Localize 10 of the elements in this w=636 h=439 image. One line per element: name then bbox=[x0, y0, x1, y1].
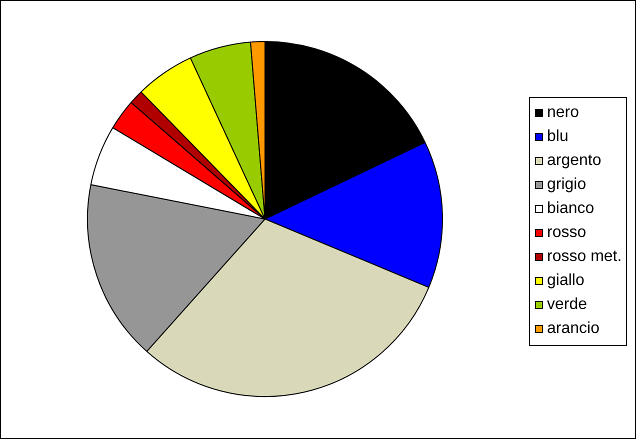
legend-label: grigio bbox=[547, 176, 586, 194]
legend-label: giallo bbox=[547, 272, 584, 290]
legend-label: rosso met. bbox=[547, 248, 622, 266]
legend-label: verde bbox=[547, 296, 588, 314]
legend-label: arancio bbox=[547, 320, 600, 338]
legend-label: nero bbox=[547, 104, 580, 122]
legend-label: rosso bbox=[547, 224, 586, 242]
legend-label: argento bbox=[547, 152, 602, 170]
legend-label: blu bbox=[547, 128, 568, 146]
legend-label: bianco bbox=[547, 200, 594, 218]
